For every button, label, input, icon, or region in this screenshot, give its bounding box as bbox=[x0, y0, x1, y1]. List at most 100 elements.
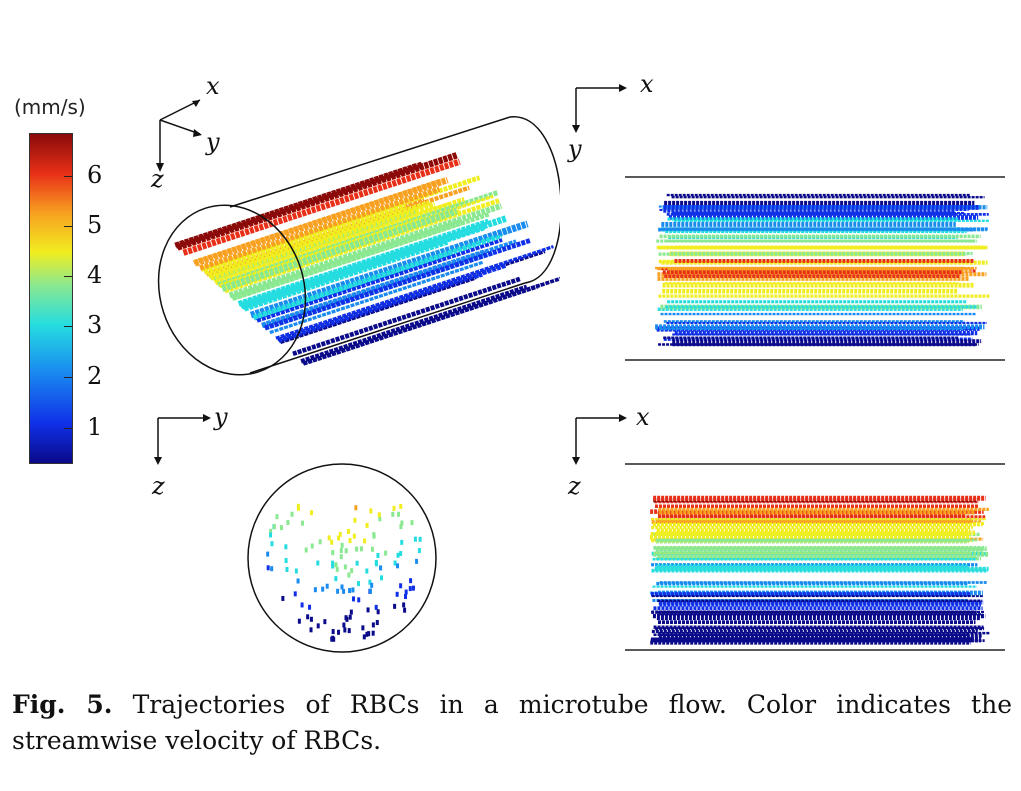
figure: (mm/s) 6 5 4 3 2 1 x y z x y bbox=[14, 70, 1005, 653]
particle-dot bbox=[306, 614, 310, 620]
particle-dot bbox=[365, 568, 369, 574]
colorbar-tick-mark bbox=[64, 176, 72, 177]
particle-dot bbox=[272, 524, 276, 530]
trajectory-streak bbox=[249, 220, 529, 319]
particle-dot bbox=[343, 564, 347, 570]
particle-dot bbox=[379, 575, 383, 581]
colorbar-tick-mark bbox=[64, 326, 72, 327]
trajectory-streak bbox=[199, 186, 441, 271]
iso-axes-arrows bbox=[156, 99, 202, 172]
particle-dot bbox=[377, 512, 381, 518]
trajectory-streak bbox=[239, 215, 507, 310]
particle-dot bbox=[308, 604, 312, 610]
colorbar-tick-mark bbox=[64, 377, 72, 378]
particle-dot bbox=[365, 631, 369, 637]
particle-dot bbox=[342, 622, 346, 628]
particle-dot bbox=[309, 627, 313, 633]
cross-z-label: z bbox=[152, 472, 165, 500]
particle-dot bbox=[296, 505, 300, 511]
trajectory-streak bbox=[182, 158, 461, 256]
particle-dot bbox=[400, 520, 404, 526]
colorbar-unit-label: (mm/s) bbox=[14, 95, 86, 119]
trajectory-streak bbox=[302, 282, 543, 366]
iso-tube-view bbox=[157, 116, 560, 376]
particle-dot bbox=[331, 550, 335, 556]
particle-dot bbox=[344, 615, 348, 621]
particle-dot bbox=[300, 602, 304, 608]
particle-dot bbox=[342, 588, 346, 594]
particle-dot bbox=[275, 514, 279, 520]
particle-dot bbox=[411, 585, 415, 591]
particle-dot bbox=[348, 588, 352, 594]
particle-dot bbox=[362, 634, 366, 640]
trajectory-streak bbox=[254, 251, 454, 321]
particle-dot bbox=[351, 587, 355, 593]
particle-dot bbox=[393, 560, 397, 566]
particle-dot bbox=[399, 524, 403, 530]
colorbar bbox=[29, 133, 73, 464]
particle-dot bbox=[379, 565, 383, 571]
particle-dot bbox=[266, 565, 270, 571]
trajectory-streak bbox=[228, 202, 503, 299]
particle-dot bbox=[309, 616, 313, 622]
particle-dot bbox=[339, 554, 343, 560]
iso-y-label: y bbox=[206, 128, 220, 156]
particle-dot bbox=[316, 560, 320, 566]
particle-dot bbox=[393, 603, 397, 609]
particle-dot bbox=[347, 572, 351, 578]
particle-dot bbox=[281, 595, 285, 601]
particle-dot bbox=[371, 630, 375, 636]
particle-dot bbox=[384, 550, 388, 556]
cross-section-view bbox=[247, 463, 437, 653]
particle-dot bbox=[357, 597, 361, 603]
particle-dot bbox=[340, 584, 344, 590]
particle-dot bbox=[323, 619, 327, 625]
side-z-label: z bbox=[568, 472, 581, 500]
particle-dot bbox=[331, 629, 335, 635]
particle-dot bbox=[338, 531, 342, 537]
colorbar-tick-label: 5 bbox=[87, 211, 103, 239]
particle-dot bbox=[331, 563, 335, 569]
particle-dot bbox=[293, 591, 297, 597]
particle-dot bbox=[368, 588, 372, 594]
particle-dot bbox=[270, 541, 274, 547]
trajectory-streak bbox=[221, 207, 458, 292]
particle-dot bbox=[369, 508, 373, 514]
particle-dot bbox=[399, 550, 403, 556]
particle-dot bbox=[310, 543, 314, 549]
particle-dot bbox=[370, 582, 374, 588]
particle-dot bbox=[391, 511, 395, 517]
particle-dot bbox=[361, 625, 365, 631]
particle-dot bbox=[284, 558, 288, 564]
particle-dot bbox=[297, 618, 301, 624]
particle-dot bbox=[296, 578, 300, 584]
particle-dot bbox=[343, 627, 347, 633]
colorbar-tick-mark bbox=[64, 226, 72, 227]
particle-dot bbox=[400, 539, 404, 545]
particle-dot bbox=[359, 546, 363, 552]
cross-y-label: y bbox=[214, 403, 228, 431]
particle-dot bbox=[286, 519, 290, 525]
particle-dot bbox=[330, 539, 334, 545]
particle-dot bbox=[397, 511, 401, 517]
particle-dot bbox=[370, 546, 374, 552]
colorbar-tick-label: 6 bbox=[87, 161, 103, 189]
particle-dot bbox=[301, 520, 305, 526]
particle-dot bbox=[332, 636, 336, 642]
trajectory-streak bbox=[174, 161, 424, 249]
particle-dot bbox=[266, 551, 270, 557]
cross-axes-arrows bbox=[154, 414, 211, 465]
particle-dot bbox=[337, 629, 341, 635]
colorbar-tick-label: 2 bbox=[87, 362, 103, 390]
particle-dot bbox=[410, 520, 414, 526]
particle-dot bbox=[330, 636, 334, 642]
particle-dot bbox=[367, 631, 371, 637]
particle-dot bbox=[376, 552, 380, 558]
particle-dot bbox=[408, 586, 412, 592]
side-axes-arrows bbox=[572, 414, 627, 465]
particle-dot bbox=[374, 604, 378, 610]
particle-dot bbox=[352, 533, 356, 539]
particle-dot bbox=[270, 566, 274, 572]
particle-dot bbox=[350, 568, 354, 574]
particle-dot bbox=[365, 522, 369, 528]
